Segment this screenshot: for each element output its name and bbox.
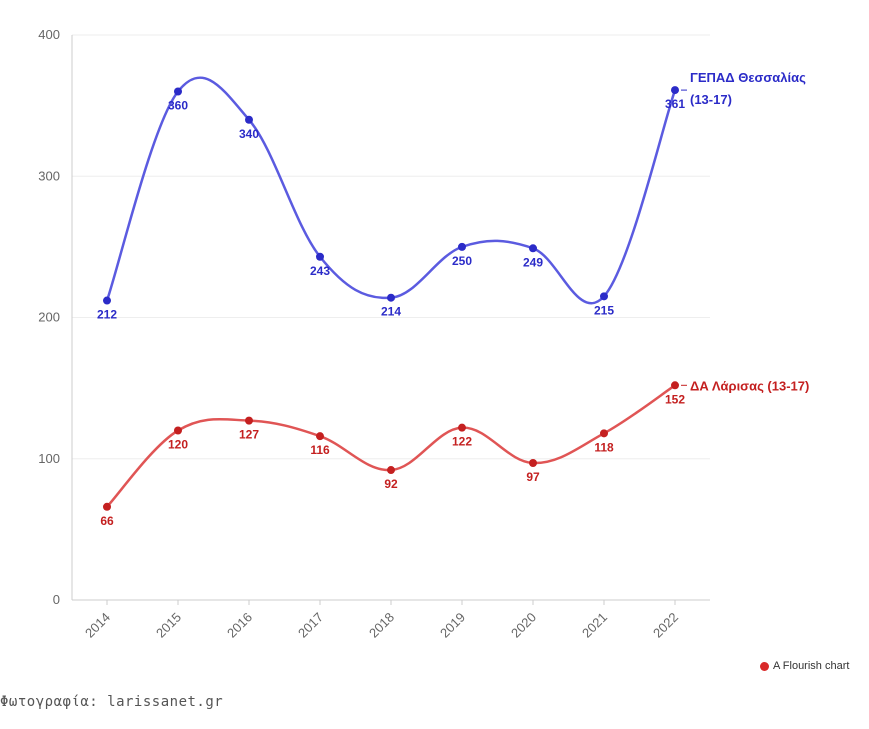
data-label: 152 [665,392,685,406]
x-tick-label: 2017 [295,610,326,641]
data-label: 66 [100,514,114,528]
y-tick-label: 200 [38,310,60,325]
data-label: 249 [523,255,543,269]
data-label: 215 [594,303,614,317]
data-label: 361 [665,97,685,111]
data-point[interactable] [316,432,324,441]
data-label: 212 [97,308,117,322]
data-point[interactable] [529,458,537,467]
data-point[interactable] [671,381,679,390]
data-point[interactable] [671,86,679,95]
y-tick-label: 100 [38,451,60,466]
series-1: 66 120 127 116 92 122 97 118 152 ΔΑ Λάρισας (13-1… [100,378,809,527]
data-label: 92 [384,477,398,491]
series-label: ΓΕΠΑΔ Θεσσαλίας [690,70,806,85]
series-group: 212 360 340 243 214 250 249 215 361 ΓΕΠΑΔ Θεσσαλί… [97,70,809,528]
data-point[interactable] [103,502,111,511]
data-label: 214 [381,305,401,319]
x-tick-label: 2016 [224,610,255,641]
data-point[interactable] [174,87,182,96]
data-label: 250 [452,254,472,268]
data-point[interactable] [387,293,395,302]
data-point[interactable] [458,242,466,251]
x-tick-label: 2022 [650,610,681,641]
data-point[interactable] [600,429,608,438]
series-label-suffix: (13-17) [690,92,732,107]
series-line [105,76,677,305]
data-label: 118 [594,440,614,454]
data-label: 97 [526,470,540,484]
data-label: 127 [239,428,259,442]
x-tick-label: 2020 [508,610,539,641]
data-label: 360 [168,99,188,113]
data-label: 116 [310,443,330,457]
y-tick-label: 0 [53,592,60,607]
data-label: 120 [168,438,188,452]
x-tick-label: 2018 [366,610,397,641]
data-point[interactable] [529,244,537,253]
series-label: ΔΑ Λάρισας (13-17) [690,378,809,393]
data-label: 122 [452,435,472,449]
series-0: 212 360 340 243 214 250 249 215 361 ΓΕΠΑΔ Θεσσαλί… [97,70,806,321]
data-point[interactable] [245,416,253,425]
data-point[interactable] [458,423,466,432]
x-axis: 2014 2015 2016 2017 2018 2019 2020 2021 2022 [82,600,681,641]
flourish-badge[interactable]: A Flourish chart [760,660,849,672]
y-tick-label: 400 [38,27,60,42]
x-tick-label: 2014 [82,610,113,641]
photo-credit: Φωτογραφία: larissanet.gr [0,694,224,710]
y-axis: 0 100 200 300 400 [38,27,73,607]
flourish-label: A Flourish chart [773,660,850,672]
y-tick-label: 300 [38,168,60,183]
data-point[interactable] [387,466,395,475]
data-point[interactable] [600,292,608,301]
x-tick-label: 2019 [437,610,468,641]
data-point[interactable] [316,252,324,261]
x-tick-label: 2021 [579,610,610,641]
data-label: 243 [310,264,330,278]
x-tick-label: 2015 [153,610,184,641]
data-point[interactable] [245,115,253,124]
data-point[interactable] [174,426,182,435]
flourish-logo-icon [760,661,769,671]
data-point[interactable] [103,296,111,305]
data-label: 340 [239,127,259,141]
